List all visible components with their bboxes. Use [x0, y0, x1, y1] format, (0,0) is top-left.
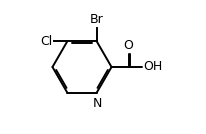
Text: N: N [93, 97, 102, 110]
Text: O: O [124, 39, 133, 52]
Text: Cl: Cl [41, 35, 53, 48]
Text: Br: Br [90, 13, 104, 26]
Text: OH: OH [143, 60, 162, 74]
